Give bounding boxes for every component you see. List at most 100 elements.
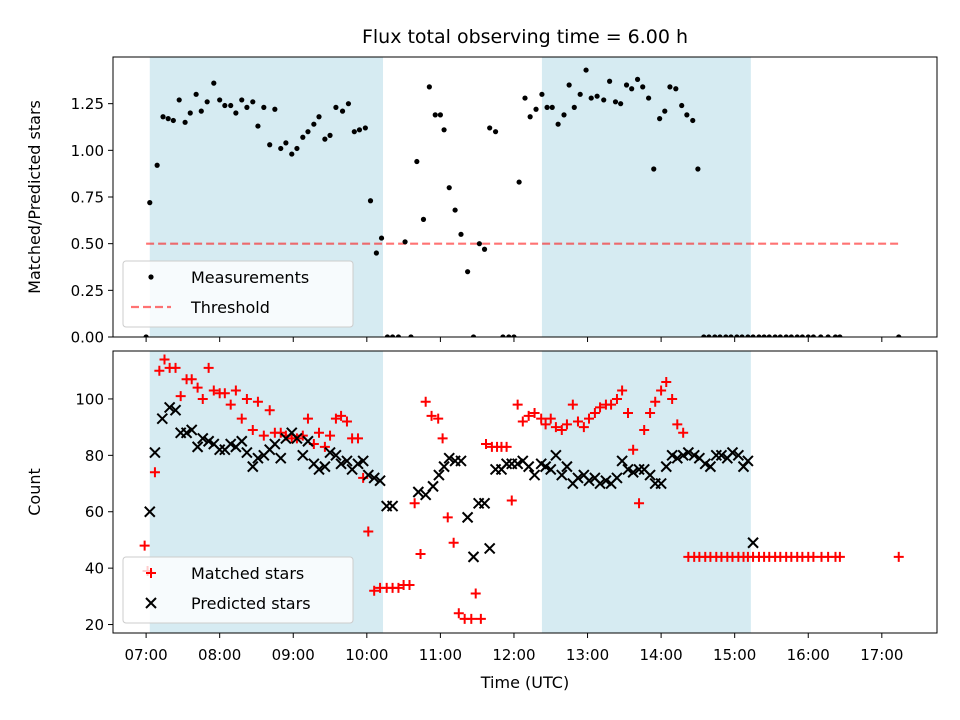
predicted-star-point bbox=[550, 449, 562, 462]
matched-star-point bbox=[437, 433, 448, 444]
measurement-point bbox=[470, 334, 477, 337]
measurement-point bbox=[414, 158, 420, 165]
legend-predicted-label: Predicted stars bbox=[191, 594, 311, 613]
measurement-point bbox=[549, 104, 555, 110]
matched-star-point bbox=[192, 382, 203, 393]
matched-star-point bbox=[453, 608, 464, 619]
y-tick-label: 40 bbox=[85, 560, 104, 578]
measurement-point bbox=[272, 106, 278, 112]
matched-star-point bbox=[561, 419, 572, 430]
measurement-point bbox=[728, 334, 734, 337]
predicted-star-point bbox=[374, 475, 386, 487]
predicted-star-point bbox=[528, 469, 541, 481]
matched-star-point bbox=[442, 512, 453, 523]
matched-star-point bbox=[481, 439, 492, 450]
chart-title: Flux total observing time = 6.00 h bbox=[362, 26, 688, 48]
measurement-point bbox=[211, 80, 217, 86]
measurement-point bbox=[154, 162, 160, 168]
measurement-point bbox=[465, 269, 471, 275]
matched-star-point bbox=[634, 498, 645, 509]
measurement-point bbox=[294, 145, 300, 152]
measurement-point bbox=[283, 140, 289, 146]
matched-star-point bbox=[606, 399, 617, 410]
y-tick-label: 20 bbox=[85, 616, 104, 634]
measurement-point bbox=[544, 104, 550, 110]
predicted-star-point bbox=[247, 460, 259, 473]
matched-star-point bbox=[512, 399, 523, 410]
predicted-star-point bbox=[291, 432, 303, 445]
measurement-point bbox=[766, 334, 772, 337]
x-tick-label: 07:00 bbox=[124, 646, 167, 664]
matched-star-point bbox=[139, 540, 150, 551]
predicted-star-point bbox=[726, 446, 739, 459]
predicted-star-point bbox=[386, 500, 399, 512]
x-tick-label: 08:00 bbox=[198, 646, 241, 664]
predicted-star-point bbox=[335, 458, 347, 470]
matched-star-point bbox=[341, 416, 352, 427]
matched-star-point bbox=[545, 413, 556, 424]
measurement-point bbox=[684, 112, 690, 118]
measurement-point bbox=[239, 97, 245, 103]
matched-star-point bbox=[834, 551, 845, 562]
matched-star-point bbox=[275, 427, 286, 438]
predicted-star-point bbox=[461, 511, 474, 524]
measurement-point bbox=[289, 151, 295, 157]
predicted-star-point bbox=[297, 449, 309, 462]
measurement-point bbox=[618, 101, 624, 107]
measurement-point bbox=[640, 84, 646, 90]
predicted-star-point bbox=[412, 486, 425, 498]
measurement-point bbox=[452, 207, 458, 213]
predicted-star-point bbox=[443, 452, 455, 464]
measurement-point bbox=[583, 67, 589, 73]
matched-star-point bbox=[404, 580, 415, 591]
matched-star-point bbox=[230, 385, 241, 396]
measurement-point bbox=[629, 86, 635, 92]
y-tick-label: 60 bbox=[85, 503, 104, 521]
matched-star-point bbox=[314, 427, 324, 438]
matched-star-point bbox=[567, 399, 578, 410]
measurement-point bbox=[170, 117, 176, 124]
plot-area bbox=[139, 354, 904, 624]
measurement-point bbox=[402, 239, 408, 245]
measurement-point bbox=[384, 334, 391, 337]
measurement-point bbox=[612, 99, 619, 105]
matched-star-point bbox=[466, 613, 477, 624]
matched-star-point bbox=[589, 408, 600, 419]
matched-star-point bbox=[225, 399, 236, 410]
matched-star-point bbox=[170, 362, 181, 373]
matched-star-point bbox=[672, 419, 683, 430]
matched-star-point bbox=[645, 408, 656, 419]
measurement-point bbox=[646, 95, 652, 101]
matched-star-point bbox=[550, 422, 561, 433]
predicted-star-point bbox=[427, 480, 439, 493]
matched-star-point bbox=[186, 374, 197, 385]
predicted-star-point bbox=[655, 477, 667, 490]
plot-area bbox=[143, 67, 902, 337]
predicted-star-point bbox=[500, 458, 513, 470]
predicted-star-point bbox=[362, 469, 375, 481]
predicted-star-point bbox=[163, 401, 176, 414]
predicted-star-point bbox=[241, 446, 253, 459]
measurement-point bbox=[712, 334, 718, 337]
measurement-point bbox=[165, 116, 171, 122]
predicted-star-point bbox=[611, 472, 623, 484]
matched-star-point bbox=[420, 396, 431, 407]
y-tick-label: 1.25 bbox=[71, 95, 104, 113]
measurement-point bbox=[772, 334, 778, 337]
predicted-star-point bbox=[186, 424, 198, 436]
predicted-star-point bbox=[275, 452, 287, 464]
x-axis-label: Time (UTC) bbox=[480, 673, 569, 692]
measurement-point bbox=[378, 235, 385, 241]
matched-star-point bbox=[506, 495, 517, 506]
measurement-point bbox=[408, 334, 414, 337]
measurement-point bbox=[437, 112, 443, 118]
measurement-point bbox=[322, 136, 328, 142]
measurement-point bbox=[492, 129, 499, 135]
measurement-point bbox=[233, 110, 239, 116]
measurement-point bbox=[533, 106, 539, 112]
legend-predicted-marker bbox=[145, 597, 157, 609]
y-tick-label: 0.25 bbox=[71, 282, 104, 300]
measurement-point bbox=[601, 97, 607, 103]
predicted-star-point bbox=[715, 449, 728, 462]
predicted-star-point bbox=[302, 435, 314, 447]
